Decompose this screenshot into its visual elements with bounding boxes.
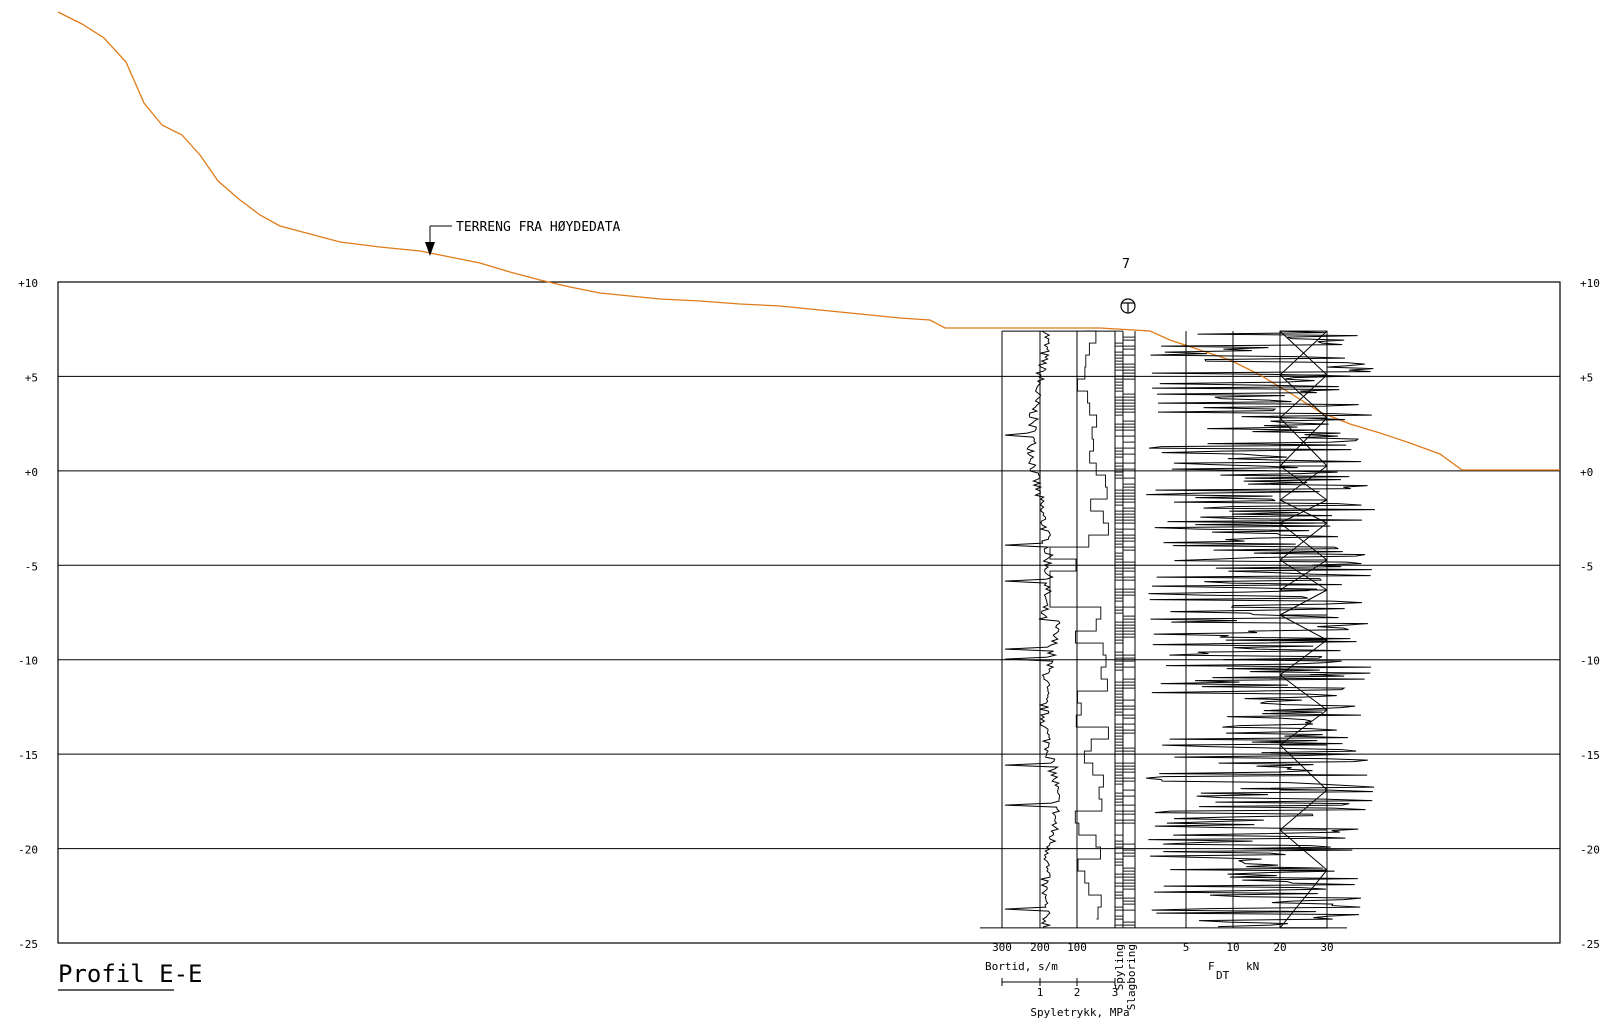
fdt-curve <box>1146 330 1376 928</box>
terrain-arrow-icon <box>425 242 435 256</box>
soil-cross <box>1279 374 1328 419</box>
elevation-label-right: -5 <box>1580 560 1593 573</box>
fdt-label: F <box>1208 960 1215 973</box>
profile-frame <box>57 281 1561 944</box>
spyletrykk-curve <box>1049 330 1109 920</box>
elevation-axis-left: +10 +5 +0 -5 -10 -15 -20 -25 <box>18 277 38 951</box>
bortid-curve <box>1004 330 1061 928</box>
elevation-label-left: -5 <box>25 560 38 573</box>
soil-cross <box>1279 330 1328 376</box>
soil-diagonal <box>1279 709 1328 746</box>
elevation-label-right: +10 <box>1580 277 1600 290</box>
terrain-line <box>57 11 1560 471</box>
soil-diagonal <box>1279 744 1328 791</box>
slagboring-label: Slagboring <box>1125 944 1138 1010</box>
soil-diagonal <box>1279 639 1328 676</box>
spyling-label: Spyling <box>1113 944 1126 990</box>
soil-diagonal <box>1279 869 1328 929</box>
elevation-label-right: -10 <box>1580 655 1600 668</box>
soil-cross <box>1279 465 1328 501</box>
profile-title: Profil E-E <box>58 960 203 988</box>
elevation-label-left: -25 <box>18 938 38 951</box>
borehole-marker: 7 <box>1120 257 1136 314</box>
spyletrykk-tick-1: 1 <box>1037 986 1044 999</box>
fdt-tick-30: 30 <box>1320 941 1333 954</box>
bortid-label: Bortid, s/m <box>985 960 1058 973</box>
elevation-label-left: -15 <box>18 749 38 762</box>
elevation-label-left: +10 <box>18 277 38 290</box>
elevation-label-right: +5 <box>1580 371 1593 384</box>
soil-diagonal <box>1279 674 1328 711</box>
soil-diagonal <box>1279 589 1328 616</box>
elevation-label-right: -20 <box>1580 844 1600 857</box>
elevation-label-left: -10 <box>18 655 38 668</box>
elevation-label-right: -15 <box>1580 749 1600 762</box>
bortid-tick-100: 100 <box>1067 941 1087 954</box>
elevation-grid <box>57 281 1561 944</box>
terrain-annotation: TERRENG FRA HØYDEDATA <box>425 220 621 256</box>
elevation-axis-right: +10 +5 +0 -5 -10 -15 -20 -25 <box>1580 277 1600 951</box>
bortid-tick-200: 200 <box>1030 941 1050 954</box>
bortid-tick-300: 300 <box>992 941 1012 954</box>
soil-cross <box>1279 559 1328 591</box>
borehole-symbol-icon <box>1120 298 1136 314</box>
elevation-label-right: -25 <box>1580 938 1600 951</box>
elevation-label-left: +0 <box>25 466 38 479</box>
spyletrykk-label: Spyletrykk, MPa <box>1030 1006 1129 1019</box>
borehole-number: 7 <box>1122 257 1130 272</box>
soil-cross <box>1279 522 1328 561</box>
soil-cross <box>1279 499 1328 524</box>
fdt-tick-10: 10 <box>1226 941 1239 954</box>
fdt-label-sub: DT <box>1216 969 1230 982</box>
spyletrykk-axis: 1 2 3 Spyletrykk, MPa <box>1001 978 1130 1019</box>
fdt-tick-5: 5 <box>1183 941 1190 954</box>
borehole-log <box>980 330 1347 929</box>
elevation-label-left: +5 <box>25 371 38 384</box>
fdt-axis: 5 10 20 30 F DT kN <box>1183 941 1334 982</box>
bortid-axis: 300 200 100 Bortid, s/m <box>985 941 1087 973</box>
spyletrykk-tick-3: 3 <box>1112 986 1119 999</box>
soil-diagonal <box>1279 829 1328 871</box>
soil-diagonal <box>1279 614 1328 641</box>
column-headers: Spyling Slagboring <box>1113 944 1138 1010</box>
soil-diagonal <box>1279 789 1328 831</box>
spyletrykk-tick-2: 2 <box>1074 986 1081 999</box>
terrain-label: TERRENG FRA HØYDEDATA <box>456 220 621 235</box>
soil-cross <box>1279 417 1328 467</box>
spyling-column <box>1115 330 1135 926</box>
fdt-tick-20: 20 <box>1273 941 1286 954</box>
elevation-label-right: +0 <box>1580 466 1593 479</box>
soil-classification-column <box>1279 330 1328 929</box>
elevation-label-left: -20 <box>18 844 38 857</box>
fdt-unit: kN <box>1246 960 1259 973</box>
